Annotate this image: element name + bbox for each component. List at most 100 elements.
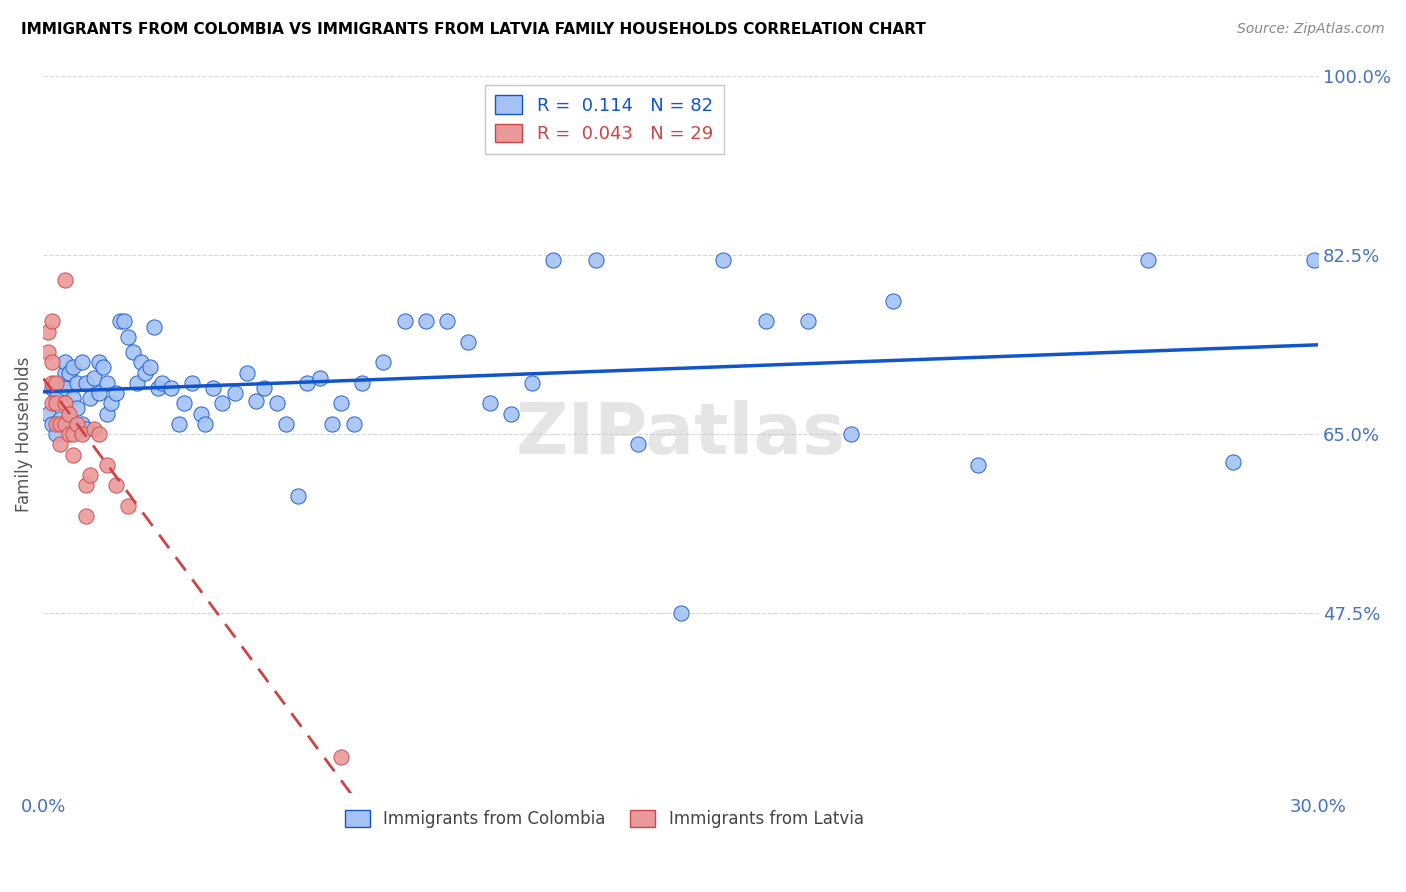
Point [45,427,67,442]
Point [839,427,862,442]
Point [66,376,89,390]
Point [627,437,650,451]
Point [108,314,131,328]
Point [53,396,76,410]
Point [499,407,522,421]
Point [669,607,692,621]
Point [41,417,63,431]
Point [274,417,297,431]
Point [87,355,110,369]
Point [967,458,990,472]
Point [373,355,395,369]
Point [45,396,67,410]
Point [202,381,225,395]
Point [53,273,76,287]
Point [41,381,63,395]
Point [96,407,118,421]
Point [75,509,97,524]
Point [83,422,105,436]
Point [329,396,352,410]
Point [415,314,437,328]
Point [53,366,76,380]
Point [295,376,318,390]
Point [41,396,63,410]
Point [173,396,195,410]
Point [62,427,84,442]
Point [104,386,127,401]
Point [45,391,67,405]
Point [70,427,93,442]
Point [49,437,72,451]
Point [129,355,152,369]
Point [75,422,97,436]
Point [53,355,76,369]
Point [62,360,84,375]
Text: IMMIGRANTS FROM COLOMBIA VS IMMIGRANTS FROM LATVIA FAMILY HOUSEHOLDS CORRELATION: IMMIGRANTS FROM COLOMBIA VS IMMIGRANTS F… [21,22,927,37]
Point [96,458,118,472]
Point [62,391,84,405]
Point [117,330,139,344]
Point [79,391,101,405]
Point [478,396,501,410]
Point [236,366,259,380]
Point [146,381,169,395]
Point [134,366,156,380]
Point [797,314,820,328]
Point [585,252,607,267]
Point [79,468,101,483]
Point [342,417,364,431]
Point [1222,455,1244,469]
Point [321,417,343,431]
Point [287,489,309,503]
Point [112,314,135,328]
Point [87,427,110,442]
Point [75,478,97,492]
Point [457,334,479,349]
Point [150,376,173,390]
Point [882,293,904,308]
Point [87,386,110,401]
Point [211,396,233,410]
Point [96,376,118,390]
Point [266,396,288,410]
Point [75,376,97,390]
Point [100,396,122,410]
Point [58,366,80,380]
Point [83,370,105,384]
Point [45,417,67,431]
Point [58,417,80,431]
Legend: Immigrants from Colombia, Immigrants from Latvia: Immigrants from Colombia, Immigrants fro… [337,803,870,835]
Point [117,499,139,513]
Point [70,417,93,431]
Point [436,314,458,328]
Point [104,478,127,492]
Point [181,376,204,390]
Point [62,448,84,462]
Point [70,355,93,369]
Point [45,376,67,390]
Point [37,345,59,359]
Point [66,401,89,416]
Point [41,314,63,328]
Point [224,386,246,401]
Point [66,417,89,431]
Point [190,407,212,421]
Point [58,407,80,421]
Text: Source: ZipAtlas.com: Source: ZipAtlas.com [1237,22,1385,37]
Point [711,252,734,267]
Point [41,376,63,390]
Point [308,370,330,384]
Point [543,252,565,267]
Point [58,427,80,442]
Point [253,381,276,395]
Point [755,314,778,328]
Point [160,381,183,395]
Point [37,325,59,339]
Point [142,319,165,334]
Point [41,355,63,369]
Point [329,749,352,764]
Point [121,345,143,359]
Point [49,411,72,425]
Text: ZIPatlas: ZIPatlas [516,400,846,468]
Point [245,394,267,409]
